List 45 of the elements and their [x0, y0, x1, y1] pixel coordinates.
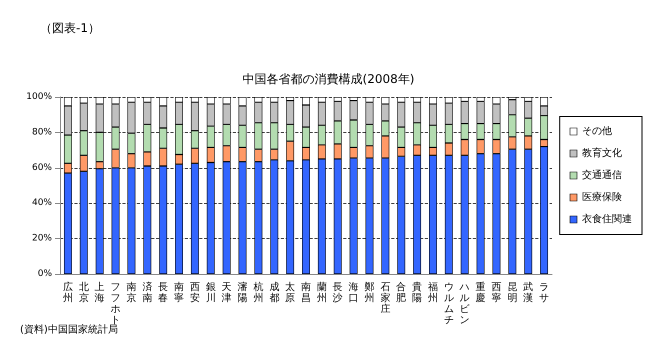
x-tick-label: 昆明 — [507, 282, 518, 304]
text: (資料)中国国家統計局 — [20, 324, 118, 336]
text: （図表-1） — [40, 21, 100, 35]
x-tick-label: 長沙 — [332, 282, 343, 304]
x-tick-label: ウルムチ — [444, 282, 454, 326]
x-tick-label: 蘭州 — [316, 281, 327, 304]
x-tick-label: 長春 — [158, 282, 168, 304]
x-tick-label: 西寧 — [491, 282, 502, 304]
legend-label: 医療保険 — [582, 191, 622, 203]
y-tick-label: 0% — [38, 269, 52, 279]
x-tick-label: 上海 — [94, 281, 105, 304]
x-tick-label: 天津 — [222, 282, 232, 304]
x-tick-label: 重慶 — [476, 281, 486, 304]
x-tick-label: 海口 — [348, 281, 359, 304]
x-tick-label: ラサ — [539, 282, 550, 304]
x-tick-label: 北京 — [78, 281, 89, 304]
x-tick-label: 済南 — [142, 281, 152, 304]
y-tick-label: 80% — [32, 127, 52, 138]
x-tick-label: 合肥 — [396, 281, 406, 304]
x-tick-label: 武漢 — [523, 281, 534, 304]
x-tick-label: 西安 — [190, 282, 200, 304]
x-tick-label: ハルビン — [458, 282, 471, 326]
y-tick-label: 60% — [32, 162, 52, 173]
x-tick-label: 杭州 — [252, 281, 264, 304]
x-tick-label: 太原 — [285, 281, 296, 304]
x-tick-label: 銀川 — [206, 282, 216, 304]
legend-label: 衣食住関連 — [582, 213, 632, 225]
x-tick-label: 石家庄 — [380, 282, 390, 315]
chart-title: 中国各省都の消費構成(2008年) — [242, 72, 414, 86]
x-tick-label: 南昌 — [301, 281, 311, 304]
legend-label: 教育文化 — [582, 147, 622, 159]
x-tick-label: 南寧 — [174, 281, 184, 304]
x-tick-label: フフホト — [110, 282, 121, 326]
x-tick-label: 福州 — [428, 281, 438, 304]
x-tick-label: 貴陽 — [412, 281, 422, 304]
y-tick-label: 100% — [26, 92, 52, 102]
legend-label: その他 — [582, 125, 612, 137]
x-tick-label: 瀋陽 — [238, 281, 248, 304]
x-tick-label: 南京 — [126, 281, 136, 304]
x-tick-label: 鄭州 — [364, 281, 374, 304]
legend-label: 交通通信 — [582, 169, 622, 181]
x-tick-label: 成都 — [269, 281, 280, 304]
y-tick-label: 40% — [32, 198, 52, 208]
y-tick-label: 20% — [32, 234, 52, 244]
x-tick-label: 広州 — [62, 281, 73, 304]
